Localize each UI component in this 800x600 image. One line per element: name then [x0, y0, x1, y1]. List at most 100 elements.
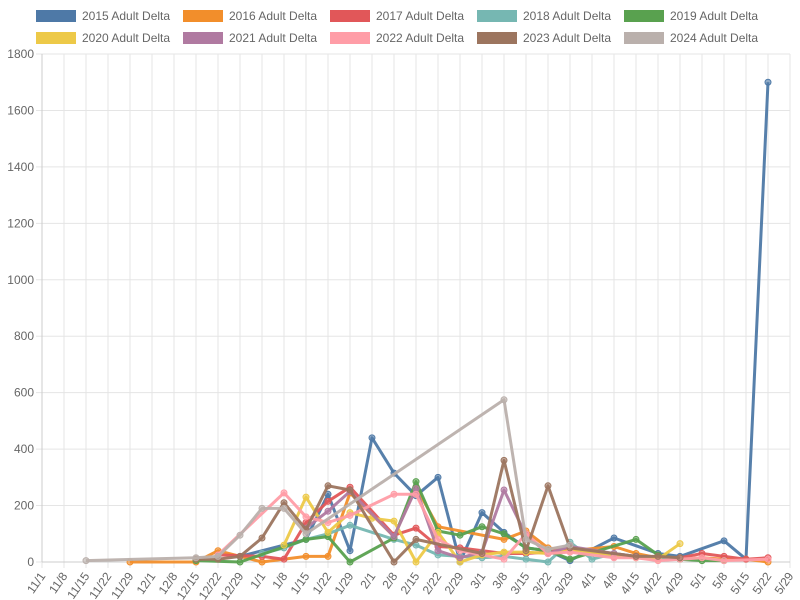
- data-point: [302, 530, 310, 538]
- data-point: [412, 558, 420, 566]
- x-tick-label: 4/22: [640, 569, 665, 596]
- data-point: [500, 535, 508, 543]
- data-point: [500, 548, 508, 556]
- y-tick-label: 200: [14, 499, 34, 513]
- data-point: [676, 540, 684, 548]
- data-point: [258, 534, 266, 542]
- data-point: [390, 533, 398, 541]
- legend-swatch: [36, 32, 76, 44]
- data-point: [720, 557, 728, 565]
- data-point: [544, 545, 552, 553]
- data-point: [280, 489, 288, 497]
- y-tick-label: 1000: [7, 273, 34, 287]
- series-line: [216, 491, 769, 563]
- legend-item[interactable]: 2017 Adult Delta: [330, 7, 464, 25]
- data-point: [346, 547, 354, 555]
- data-point: [720, 537, 728, 545]
- legend-item[interactable]: 2019 Adult Delta: [624, 7, 758, 25]
- legend-item[interactable]: 2016 Adult Delta: [183, 7, 317, 25]
- data-point: [390, 490, 398, 498]
- data-point: [478, 509, 486, 517]
- legend-label: 2015 Adult Delta: [82, 9, 171, 23]
- data-point: [346, 511, 354, 519]
- x-tick-label: 5/22: [750, 569, 775, 596]
- data-point: [632, 535, 640, 543]
- x-tick-label: 4/1: [577, 569, 598, 591]
- legend-swatch: [330, 10, 370, 22]
- data-point: [588, 555, 596, 563]
- data-point: [566, 555, 574, 563]
- data-point: [412, 524, 420, 532]
- data-point: [500, 456, 508, 464]
- legend-item[interactable]: 2021 Adult Delta: [183, 29, 317, 47]
- data-point: [478, 550, 486, 558]
- legend-item[interactable]: 2022 Adult Delta: [330, 29, 464, 47]
- data-point: [280, 504, 288, 512]
- x-tick-label: 5/15: [728, 569, 753, 596]
- x-tick-label: 2/15: [398, 569, 423, 596]
- legend-swatch: [183, 10, 223, 22]
- legend-label: 2017 Adult Delta: [376, 9, 465, 23]
- legend-swatch: [624, 10, 664, 22]
- data-point: [236, 558, 244, 566]
- data-point: [324, 507, 332, 515]
- data-point: [324, 497, 332, 505]
- legend-swatch: [330, 32, 370, 44]
- legend-label: 2022 Adult Delta: [376, 31, 465, 45]
- x-tick-label: 3/15: [508, 569, 533, 596]
- data-point: [280, 555, 288, 563]
- legend-label: 2019 Adult Delta: [670, 9, 759, 23]
- data-point: [258, 558, 266, 566]
- y-tick-label: 1200: [7, 216, 34, 230]
- data-point: [324, 528, 332, 536]
- legend-item[interactable]: 2024 Adult Delta: [624, 29, 758, 47]
- legend-item[interactable]: 2018 Adult Delta: [477, 7, 611, 25]
- y-tick-label: 1600: [7, 103, 34, 117]
- data-point: [456, 531, 464, 539]
- data-point: [764, 555, 772, 563]
- series-10: [82, 396, 574, 565]
- x-tick-label: 2/22: [420, 569, 445, 596]
- legend-label: 2020 Adult Delta: [82, 31, 171, 45]
- legend-item[interactable]: 2023 Adult Delta: [477, 29, 611, 47]
- data-point: [390, 517, 398, 525]
- x-tick-label: 12/1: [134, 569, 159, 596]
- legend-swatch: [36, 10, 76, 22]
- legend-label: 2024 Adult Delta: [670, 31, 759, 45]
- data-point: [764, 78, 772, 86]
- x-tick-label: 3/22: [530, 569, 555, 596]
- x-tick-label: 4/29: [662, 569, 687, 596]
- data-point: [390, 558, 398, 566]
- data-point: [346, 521, 354, 529]
- data-point: [302, 513, 310, 521]
- data-point: [478, 523, 486, 531]
- y-tick-label: 400: [14, 442, 34, 456]
- legend-label: 2018 Adult Delta: [523, 9, 612, 23]
- x-tick-label: 4/15: [618, 569, 643, 596]
- legend-swatch: [477, 32, 517, 44]
- data-point: [236, 552, 244, 560]
- y-tick-label: 0: [27, 555, 34, 569]
- data-point: [522, 555, 530, 563]
- data-point: [412, 485, 420, 493]
- legend-label: 2016 Adult Delta: [229, 9, 318, 23]
- x-tick-label: 11/29: [108, 569, 136, 600]
- series-line: [196, 458, 681, 564]
- legend-item[interactable]: 2015 Adult Delta: [36, 7, 170, 25]
- legend-item[interactable]: 2020 Adult Delta: [36, 29, 170, 47]
- data-point: [412, 490, 420, 498]
- data-point: [500, 555, 508, 563]
- data-point: [610, 534, 618, 542]
- y-tick-label: 800: [14, 329, 34, 343]
- data-point: [698, 554, 706, 562]
- data-point: [192, 554, 200, 562]
- legend-label: 2023 Adult Delta: [523, 31, 612, 45]
- y-tick-label: 1400: [7, 160, 34, 174]
- data-point: [302, 493, 310, 501]
- data-point: [544, 482, 552, 490]
- data-point: [654, 552, 662, 560]
- data-point: [632, 552, 640, 560]
- data-point: [412, 478, 420, 486]
- x-tick-label: 3/1: [467, 569, 488, 591]
